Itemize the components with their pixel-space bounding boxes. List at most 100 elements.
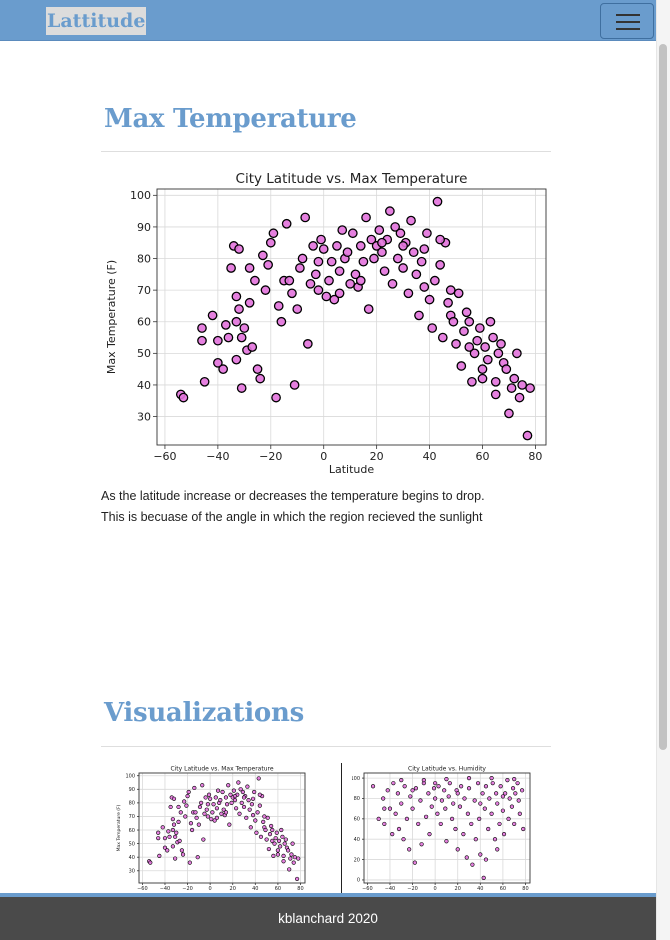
data-point [287, 288, 297, 299]
data-point [411, 269, 422, 280]
data-point [226, 783, 231, 788]
data-point [182, 799, 187, 804]
data-point [396, 826, 402, 832]
data-point [313, 256, 324, 267]
data-point [218, 364, 229, 374]
data-point [194, 815, 199, 820]
data-point [516, 798, 521, 803]
data-point [379, 266, 390, 277]
y-tick-label: 90 [137, 221, 151, 234]
data-point [168, 804, 173, 810]
data-point [302, 339, 313, 349]
data-point [374, 225, 385, 235]
data-point [402, 784, 407, 789]
data-point [477, 373, 488, 384]
menu-toggle-button[interactable] [600, 3, 654, 39]
data-point [171, 822, 177, 827]
data-point [310, 269, 321, 280]
x-tick-label: 40 [423, 450, 437, 463]
data-point [206, 792, 212, 797]
y-tick-label: 40 [354, 837, 360, 843]
y-axis-label: Max Temperature (F) [105, 260, 118, 374]
data-point [294, 876, 300, 882]
scrollbar-thumb[interactable] [659, 44, 667, 750]
data-point [288, 856, 293, 861]
data-point [437, 332, 448, 343]
x-tick-label: 0 [209, 886, 212, 892]
y-tick-label: 70 [137, 284, 151, 297]
data-point [240, 789, 245, 795]
brand-link[interactable]: Lattitude [46, 7, 147, 35]
data-point [509, 804, 515, 809]
data-point [446, 794, 451, 799]
data-point [252, 789, 257, 795]
data-point [273, 836, 278, 841]
data-point [201, 837, 206, 842]
footer: kblanchard 2020 [0, 897, 656, 940]
data-point [350, 269, 361, 280]
data-point [334, 266, 345, 277]
y-tick-label: 50 [129, 841, 135, 847]
x-tick-label: 60 [275, 886, 281, 892]
data-point [236, 332, 247, 343]
data-point [390, 222, 401, 232]
thumbnail-max-temperature-chart[interactable]: −60 −40 −20 0 20 40 60 80 30 40 50 60 70 80 90 100 City … [113, 762, 313, 895]
data-point [519, 788, 525, 793]
data-point [324, 275, 334, 286]
data-point [265, 815, 270, 820]
data-point [363, 304, 374, 314]
data-point [475, 781, 481, 786]
data-point [287, 867, 292, 872]
data-point [489, 775, 494, 781]
data-point [461, 832, 466, 837]
data-point [264, 837, 269, 842]
data-point [255, 373, 266, 384]
data-point [406, 215, 416, 226]
data-point [465, 811, 470, 816]
y-tick-label: 80 [129, 801, 135, 807]
data-point [281, 853, 286, 858]
data-point [408, 247, 419, 258]
y-tick-label: 70 [129, 814, 135, 820]
data-point [462, 796, 467, 801]
data-point [193, 810, 198, 815]
data-point [466, 786, 472, 791]
data-point [376, 816, 381, 821]
data-point [226, 263, 236, 273]
data-point [407, 847, 412, 852]
x-tick-label: −60 [362, 886, 373, 892]
data-point [447, 781, 452, 786]
y-tick-label: 0 [357, 878, 360, 884]
data-point [271, 853, 276, 858]
data-point [292, 304, 303, 314]
data-point [156, 836, 161, 841]
y-tick-label: 40 [137, 379, 151, 392]
data-point [427, 323, 438, 333]
data-point [188, 821, 194, 826]
thumbnail-humidity-chart[interactable]: −60 −40 −20 0 20 40 60 80 0 20 40 60 80 100 City Latit… [352, 762, 534, 895]
x-tick-label: 60 [500, 886, 506, 892]
data-point [345, 278, 356, 289]
data-point [208, 796, 213, 801]
data-point [413, 786, 419, 791]
data-point [366, 234, 377, 245]
y-tick-label: 60 [354, 817, 360, 823]
data-point [192, 785, 197, 791]
data-point [469, 821, 474, 827]
data-point [506, 816, 511, 821]
data-point [176, 804, 181, 810]
data-point [430, 275, 440, 286]
data-point [199, 376, 210, 387]
data-point [337, 225, 348, 235]
data-point [200, 783, 205, 788]
data-point [457, 804, 463, 809]
data-point [273, 301, 284, 311]
y-tick-label: 30 [137, 410, 151, 423]
data-point [236, 383, 247, 393]
x-tick-label: 20 [230, 886, 236, 892]
data-point [300, 212, 311, 223]
data-point [263, 260, 273, 270]
x-tick-label: 20 [370, 450, 384, 463]
data-point [173, 856, 178, 861]
data-point [490, 389, 501, 400]
